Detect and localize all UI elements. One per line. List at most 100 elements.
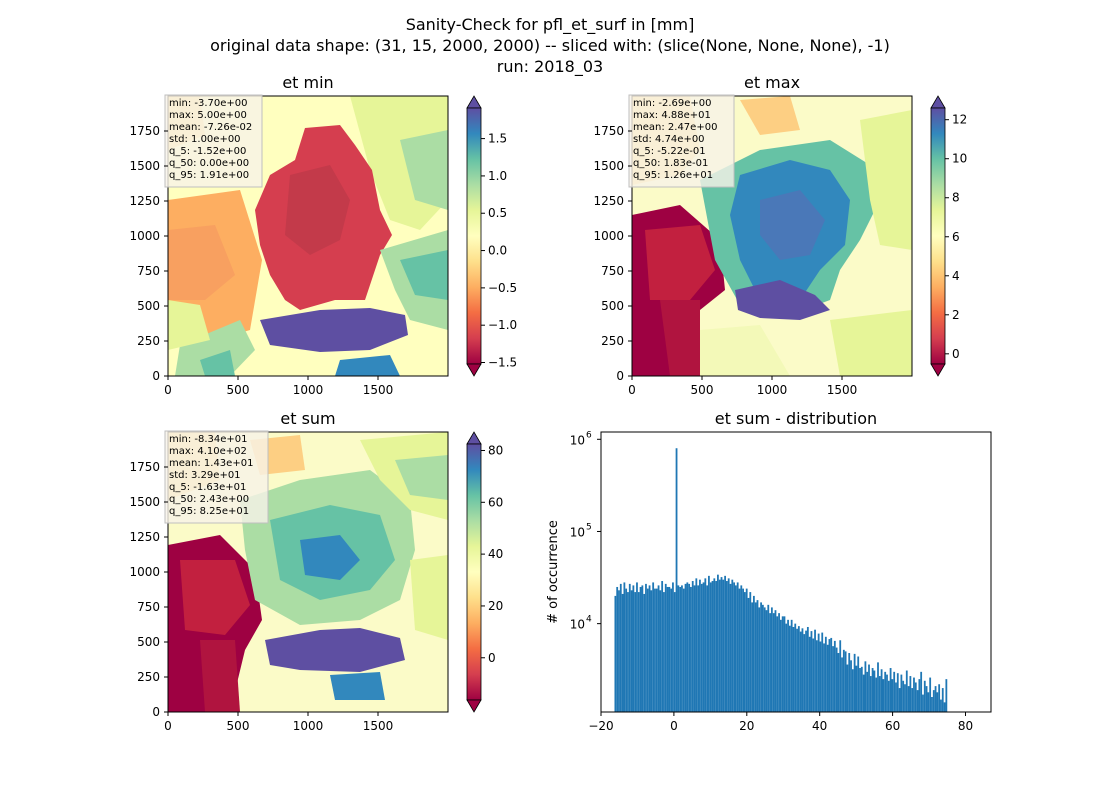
x-tick-label: 1000 xyxy=(757,383,788,397)
histogram-bar xyxy=(889,668,892,712)
stats-line-max: max: 4.88e+01 xyxy=(633,110,711,121)
histogram-bar xyxy=(855,665,858,712)
stats-line-min: min: -8.34e+01 xyxy=(169,434,248,445)
histogram-bar xyxy=(817,633,820,712)
histogram-bar xyxy=(925,686,928,712)
histogram-bar xyxy=(700,583,703,712)
histogram-bar xyxy=(645,583,647,712)
histogram-bar xyxy=(693,585,696,712)
histogram-bar xyxy=(652,582,655,712)
histogram-bar xyxy=(736,582,739,712)
histogram-bar xyxy=(787,619,789,712)
histogram-bar xyxy=(761,604,764,712)
panel-et-sum-distribution: et sum - distribution # of occurrence −2… xyxy=(546,409,992,733)
x-ticks: 0 500 1000 1500 xyxy=(164,712,393,733)
histogram-bar xyxy=(632,585,635,712)
histogram-x-ticks: −20 0 20 40 60 80 xyxy=(588,712,973,733)
histogram-bar xyxy=(770,607,773,712)
x-tick-label: 1000 xyxy=(293,383,324,397)
y-tick-exponent: 4 xyxy=(586,615,592,625)
colorbar-tick-label: 0.0 xyxy=(488,244,507,258)
histogram-bar xyxy=(733,582,736,712)
stats-line-mean: mean: 1.43e+01 xyxy=(169,458,253,469)
histogram-bar xyxy=(614,595,617,712)
histogram-bar xyxy=(726,581,728,712)
histogram-bar xyxy=(641,585,644,712)
histogram-bar xyxy=(877,662,879,712)
histogram-bar xyxy=(796,628,798,712)
colorbar-tick-label: 0.5 xyxy=(488,206,507,220)
y-tick-label: 250 xyxy=(601,334,624,348)
colorbar-tick-label: 0 xyxy=(488,651,496,665)
histogram-bar xyxy=(943,702,946,712)
colorbar-tick-label: 8 xyxy=(952,191,960,205)
y-tick-exponent: 6 xyxy=(586,430,592,440)
histogram-bar xyxy=(842,649,845,712)
stats-line-q5: q_5: -1.63e+01 xyxy=(169,482,246,493)
histogram-bar xyxy=(711,581,714,712)
histogram-bar xyxy=(758,607,761,712)
histogram-bar xyxy=(637,592,640,712)
histogram-bar xyxy=(884,671,887,712)
histogram-bar xyxy=(772,613,775,712)
histogram-bar xyxy=(690,586,692,712)
x-tick-label: 1500 xyxy=(827,383,858,397)
histogram-bar xyxy=(839,640,842,712)
y-tick-label: 10 xyxy=(570,618,585,632)
histogram-bar xyxy=(720,577,723,712)
x-tick-label: 40 xyxy=(812,719,827,733)
histogram-bar xyxy=(794,623,797,712)
histogram-bar xyxy=(851,669,854,712)
stats-line-max: max: 5.00e+00 xyxy=(169,110,247,121)
histogram-bar xyxy=(781,616,784,712)
histogram-bar xyxy=(830,637,833,712)
histogram-bar xyxy=(837,653,840,712)
stats-line-q95: q_95: 8.25e+01 xyxy=(169,506,249,517)
x-tick-label: 500 xyxy=(227,719,250,733)
histogram-bar xyxy=(882,679,885,712)
x-tick-label: 60 xyxy=(885,719,900,733)
histogram-bar xyxy=(832,646,834,712)
histogram-bar xyxy=(913,677,915,712)
histogram-bar xyxy=(914,682,917,712)
histogram-bar xyxy=(670,588,673,712)
stats-line-q50: q_50: 0.00e+00 xyxy=(169,158,249,169)
colorbar-tick-label: 1.0 xyxy=(488,169,507,183)
histogram-bar xyxy=(805,630,807,712)
histogram-bar xyxy=(907,686,910,712)
y-tick-label: 1000 xyxy=(593,229,624,243)
panel-et-min: et min min: -3.70e+00 max: xyxy=(129,73,517,397)
histogram-bar xyxy=(891,679,894,712)
histogram-bar xyxy=(688,583,691,712)
histogram-bar xyxy=(792,626,795,712)
histogram-bar xyxy=(760,602,762,712)
x-tick-label: 0 xyxy=(164,383,172,397)
histogram-bar xyxy=(788,625,791,712)
histogram-bar xyxy=(619,583,622,712)
histogram-bar xyxy=(797,626,800,712)
histogram-bar xyxy=(627,592,629,712)
y-tick-label: 1000 xyxy=(129,565,160,579)
histogram-bar xyxy=(774,610,777,712)
x-tick-label: 1000 xyxy=(293,719,324,733)
figure-title-line-1: Sanity-Check for pfl_et_surf in [mm] xyxy=(406,15,695,35)
histogram-bar xyxy=(625,588,628,712)
histogram-y-label: # of occurrence xyxy=(546,520,561,624)
histogram-bar xyxy=(673,592,676,712)
stats-line-q5: q_5: -5.22e-01 xyxy=(633,146,706,157)
histogram-bar xyxy=(815,640,818,712)
histogram-bar xyxy=(936,692,939,712)
histogram-bar xyxy=(896,673,899,712)
histogram-bar xyxy=(643,593,646,712)
histogram-bar xyxy=(722,579,725,712)
histogram-bar xyxy=(675,448,678,712)
histogram-bar xyxy=(702,582,705,712)
x-tick-label: 0 xyxy=(670,719,678,733)
histogram-bar xyxy=(717,574,719,712)
histogram-bar xyxy=(909,676,912,712)
stats-line-min: min: -2.69e+00 xyxy=(633,98,712,109)
histogram-bar xyxy=(922,694,924,712)
histogram-bar xyxy=(895,682,897,712)
x-tick-label: −20 xyxy=(588,719,613,733)
stats-line-q50: q_50: 1.83e-01 xyxy=(633,158,708,169)
